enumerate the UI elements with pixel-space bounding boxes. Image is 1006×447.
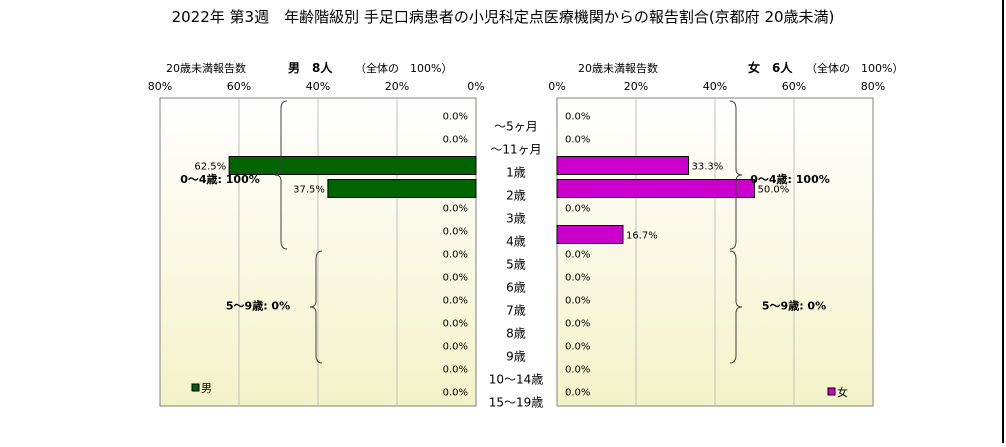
category-label: ～5ヶ月: [494, 120, 538, 134]
left-header-total: 男 8人: [288, 60, 333, 75]
data-label-female: 0.0%: [565, 319, 590, 330]
category-label: 5歳: [506, 258, 526, 272]
data-label-female: 0.0%: [565, 112, 590, 123]
group-label-female-5-9: 5～9歳: 0%: [762, 299, 826, 313]
right-header-total: 女 6人: [748, 60, 793, 75]
right-tick-label: 0%: [548, 80, 565, 93]
data-label-female: 0.0%: [565, 250, 590, 261]
category-label: 1歳: [506, 166, 526, 180]
data-label-male: 0.0%: [443, 204, 468, 215]
data-label-male: 0.0%: [443, 227, 468, 238]
data-label-male: 0.0%: [443, 342, 468, 353]
data-label-male: 0.0%: [443, 250, 468, 261]
right-header-label: 20歳未満報告数: [578, 62, 658, 75]
data-label-female: 16.7%: [626, 231, 658, 242]
data-label-female: 33.3%: [692, 162, 724, 173]
data-label-female: 0.0%: [565, 342, 590, 353]
left-tick-label: 80%: [148, 80, 172, 93]
left-header-share: （全体の 100%）: [355, 61, 452, 75]
right-tick-label: 40%: [703, 80, 727, 93]
legend-swatch-female: [827, 387, 836, 396]
category-label: 10～14歳: [489, 373, 544, 387]
category-label: ～11ヶ月: [490, 143, 541, 157]
group-brace-female-5-9: [729, 250, 743, 364]
data-label-male: 37.5%: [293, 185, 325, 196]
left-tick-label: 60%: [227, 80, 251, 93]
data-label-male: 0.0%: [443, 365, 468, 376]
data-label-female: 0.0%: [565, 204, 590, 215]
group-label-female-0-4: 0～4歳: 100%: [750, 172, 830, 186]
bar-female: [556, 156, 690, 175]
data-label-male: 0.0%: [443, 388, 468, 399]
legend-label-male: 男: [201, 382, 212, 395]
data-label-male: 0.0%: [443, 273, 468, 284]
category-label: 9歳: [506, 350, 526, 364]
left-tick-label: 40%: [306, 80, 330, 93]
right-edge-frame: [1001, 0, 1005, 443]
group-brace-male-5-9: [309, 250, 323, 364]
chart-title: 2022年 第3週 年齢階級別 手足口病患者の小児科定点医療機関からの報告割合(…: [171, 8, 835, 26]
data-label-male: 0.0%: [443, 319, 468, 330]
data-label-female: 0.0%: [565, 365, 590, 376]
category-label: 7歳: [506, 304, 526, 318]
data-label-female: 0.0%: [565, 296, 590, 307]
data-label-male: 0.0%: [443, 135, 468, 146]
data-label-female: 0.0%: [565, 388, 590, 399]
data-label-male: 0.0%: [443, 112, 468, 123]
category-label: 3歳: [506, 212, 526, 226]
right-tick-label: 80%: [861, 80, 885, 93]
category-label: 2歳: [506, 189, 526, 203]
category-label: 8歳: [506, 327, 526, 341]
bar-female: [556, 179, 755, 198]
left-tick-label: 20%: [385, 80, 409, 93]
legend-swatch-male: [191, 383, 200, 392]
category-label: 4歳: [506, 235, 526, 249]
group-label-male-0-4: 0～4歳: 100%: [180, 172, 260, 186]
category-label: 6歳: [506, 281, 526, 295]
bar-male: [228, 156, 477, 175]
data-label-male: 0.0%: [443, 296, 468, 307]
right-tick-label: 60%: [782, 80, 806, 93]
bar-female: [556, 225, 624, 244]
data-label-female: 0.0%: [565, 135, 590, 146]
left-tick-label: 0%: [467, 80, 484, 93]
group-brace-female-0-4: [729, 100, 743, 250]
legend-label-female: 女: [837, 385, 848, 399]
group-label-male-5-9: 5～9歳: 0%: [226, 299, 290, 313]
right-tick-label: 20%: [624, 80, 648, 93]
right-header-share: （全体の 100%）: [806, 61, 903, 75]
category-label: 15～19歳: [489, 396, 544, 410]
group-brace-male-0-4: [274, 100, 288, 250]
data-label-female: 0.0%: [565, 273, 590, 284]
left-header-label: 20歳未満報告数: [166, 62, 246, 75]
data-label-male: 62.5%: [194, 162, 226, 173]
data-label-female: 50.0%: [758, 185, 790, 196]
bar-male: [327, 179, 477, 198]
